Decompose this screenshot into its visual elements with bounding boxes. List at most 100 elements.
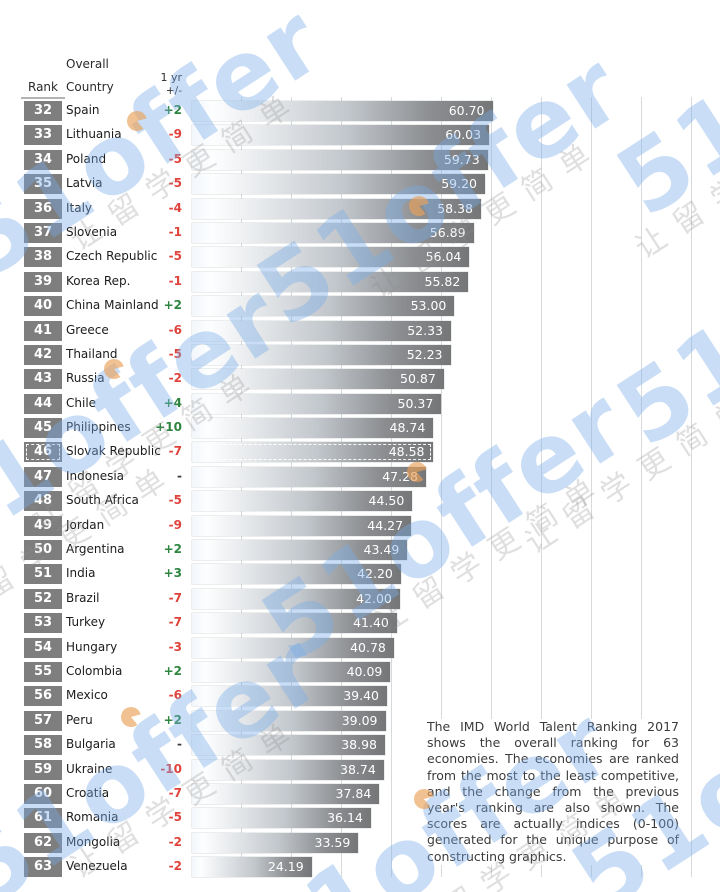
table-row: 37 Slovenia -1 56.89: [0, 221, 720, 245]
country-label: Italy: [66, 200, 93, 215]
table-row: 58 Bulgaria - 38.98: [0, 733, 720, 757]
score-bar: 44.50: [192, 491, 413, 512]
change-label: -2: [168, 371, 182, 386]
score-label: 56.04: [425, 249, 462, 265]
country-label: Jordan: [66, 517, 105, 532]
score-label: 56.89: [429, 224, 466, 240]
score-label: 38.98: [341, 737, 377, 753]
column-header-change-line1: 1 yr: [160, 71, 182, 84]
score-label: 53.00: [410, 298, 447, 314]
rank-badge: 36: [24, 198, 62, 219]
rank-badge: 48: [24, 491, 62, 512]
table-row: 35 Latvia -5 59.20: [0, 172, 720, 196]
rank-badge: 50: [24, 540, 62, 561]
country-label: Argentina: [66, 542, 125, 557]
change-label: -9: [168, 517, 182, 532]
country-label: Lithuania: [66, 127, 122, 142]
table-row: 60 Croatia -7 37.84: [0, 782, 720, 806]
score-bar: 40.09: [192, 661, 391, 682]
change-label: -5: [168, 249, 182, 264]
change-label: -10: [160, 761, 182, 776]
table-row: 34 Poland -5 59.73: [0, 148, 720, 172]
table-row: 61 Romania -5 36.14: [0, 806, 720, 830]
table-row: 36 Italy -4 58.38: [0, 197, 720, 221]
score-bar: 60.70: [192, 101, 493, 121]
change-label: -2: [168, 834, 182, 849]
table-row: 59 Ukraine -10 38.74: [0, 758, 720, 782]
rank-badge: 60: [24, 783, 62, 804]
rank-badge: 38: [24, 247, 62, 268]
change-label: -7: [168, 444, 182, 459]
score-label: 38.74: [340, 761, 376, 777]
score-label: 59.73: [443, 151, 480, 167]
table-row: 44 Chile +4 50.37: [0, 392, 720, 416]
country-label: Brazil: [66, 590, 100, 605]
change-label: +2: [163, 663, 182, 678]
table-row: 39 Korea Rep. -1 55.82: [0, 270, 720, 294]
rank-badge: 34: [24, 149, 62, 170]
score-label: 41.40: [353, 615, 389, 631]
score-bar: 33.59: [192, 832, 359, 853]
change-label: -5: [168, 810, 182, 825]
rank-badge: 51: [24, 564, 62, 585]
rank-badge: 46: [24, 442, 62, 463]
country-label: Philippines: [66, 420, 131, 435]
country-label: Bulgaria: [66, 737, 116, 752]
score-bar: 59.73: [192, 149, 488, 170]
score-bar: 50.37: [192, 393, 442, 414]
score-bar: 56.04: [192, 247, 470, 268]
change-label: -7: [168, 590, 182, 605]
change-label: -9: [168, 127, 182, 142]
score-label: 47.28: [382, 468, 418, 484]
score-label: 40.78: [350, 639, 386, 655]
rank-badge: 54: [24, 637, 62, 658]
table-row: 51 India +3 42.20: [0, 562, 720, 586]
score-bar: 42.00: [192, 588, 400, 609]
table-row: 49 Jordan -9 44.27: [0, 514, 720, 538]
ranking-rows: 32 Spain +2 60.70 33 Lithuania -9 60.03 …: [0, 99, 720, 880]
rank-badge: 37: [24, 222, 62, 243]
score-bar: 47.28: [192, 466, 426, 487]
score-bar: 52.33: [192, 320, 451, 341]
score-label: 59.20: [441, 176, 477, 192]
change-label: +10: [155, 420, 182, 435]
country-label: India: [66, 566, 96, 581]
score-bar: 50.87: [192, 369, 444, 390]
score-bar: 60.03: [192, 125, 490, 146]
change-label: -4: [168, 200, 182, 215]
country-label: Russia: [66, 371, 105, 386]
score-bar: 42.20: [192, 564, 401, 585]
country-label: Mexico: [66, 688, 108, 703]
table-row: 50 Argentina +2 43.49: [0, 538, 720, 562]
table-row: 63 Venezuela -2 24.19: [0, 855, 720, 879]
table-row: 32 Spain +2 60.70: [0, 99, 720, 123]
table-row: 54 Hungary -3 40.78: [0, 636, 720, 660]
rank-badge: 40: [24, 296, 62, 317]
column-header-change-line2: +/-: [165, 85, 182, 97]
score-bar: 36.14: [192, 808, 371, 829]
score-label: 50.87: [400, 371, 436, 387]
country-label: Poland: [66, 151, 107, 166]
score-label: 33.59: [314, 834, 351, 850]
score-label: 39.09: [341, 712, 378, 728]
score-label: 44.27: [367, 517, 404, 533]
rank-badge: 33: [24, 125, 62, 146]
score-bar: 41.40: [192, 613, 397, 634]
country-label: Croatia: [66, 785, 110, 800]
score-bar: 59.20: [192, 174, 485, 195]
change-label: +2: [163, 298, 182, 313]
table-row: 55 Colombia +2 40.09: [0, 660, 720, 684]
table-row: 46 Slovak Republic -7 48.58: [0, 440, 720, 464]
country-label: Romania: [66, 810, 119, 825]
score-label: 48.58: [388, 444, 425, 460]
country-label: Turkey: [66, 615, 106, 630]
rank-badge: 53: [24, 613, 62, 634]
table-row: 41 Greece -6 52.33: [0, 319, 720, 343]
change-label: +2: [163, 103, 182, 117]
rank-badge: 43: [24, 369, 62, 390]
rank-badge: 44: [24, 393, 62, 414]
table-row: 42 Thailand -5 52.23: [0, 343, 720, 367]
rank-badge: 57: [24, 710, 62, 731]
score-label: 42.00: [356, 590, 392, 606]
